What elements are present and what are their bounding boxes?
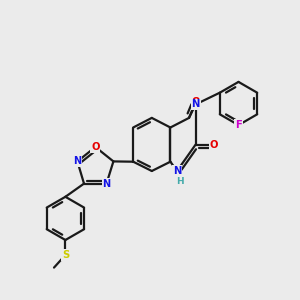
Text: N: N <box>173 166 181 176</box>
Text: N: N <box>102 178 111 189</box>
Text: N: N <box>73 156 82 167</box>
Text: O: O <box>210 140 218 150</box>
Text: N: N <box>191 99 200 110</box>
Text: O: O <box>91 142 100 152</box>
Text: O: O <box>191 97 200 107</box>
Text: S: S <box>62 250 69 260</box>
Text: F: F <box>235 120 242 130</box>
Text: H: H <box>176 177 184 186</box>
